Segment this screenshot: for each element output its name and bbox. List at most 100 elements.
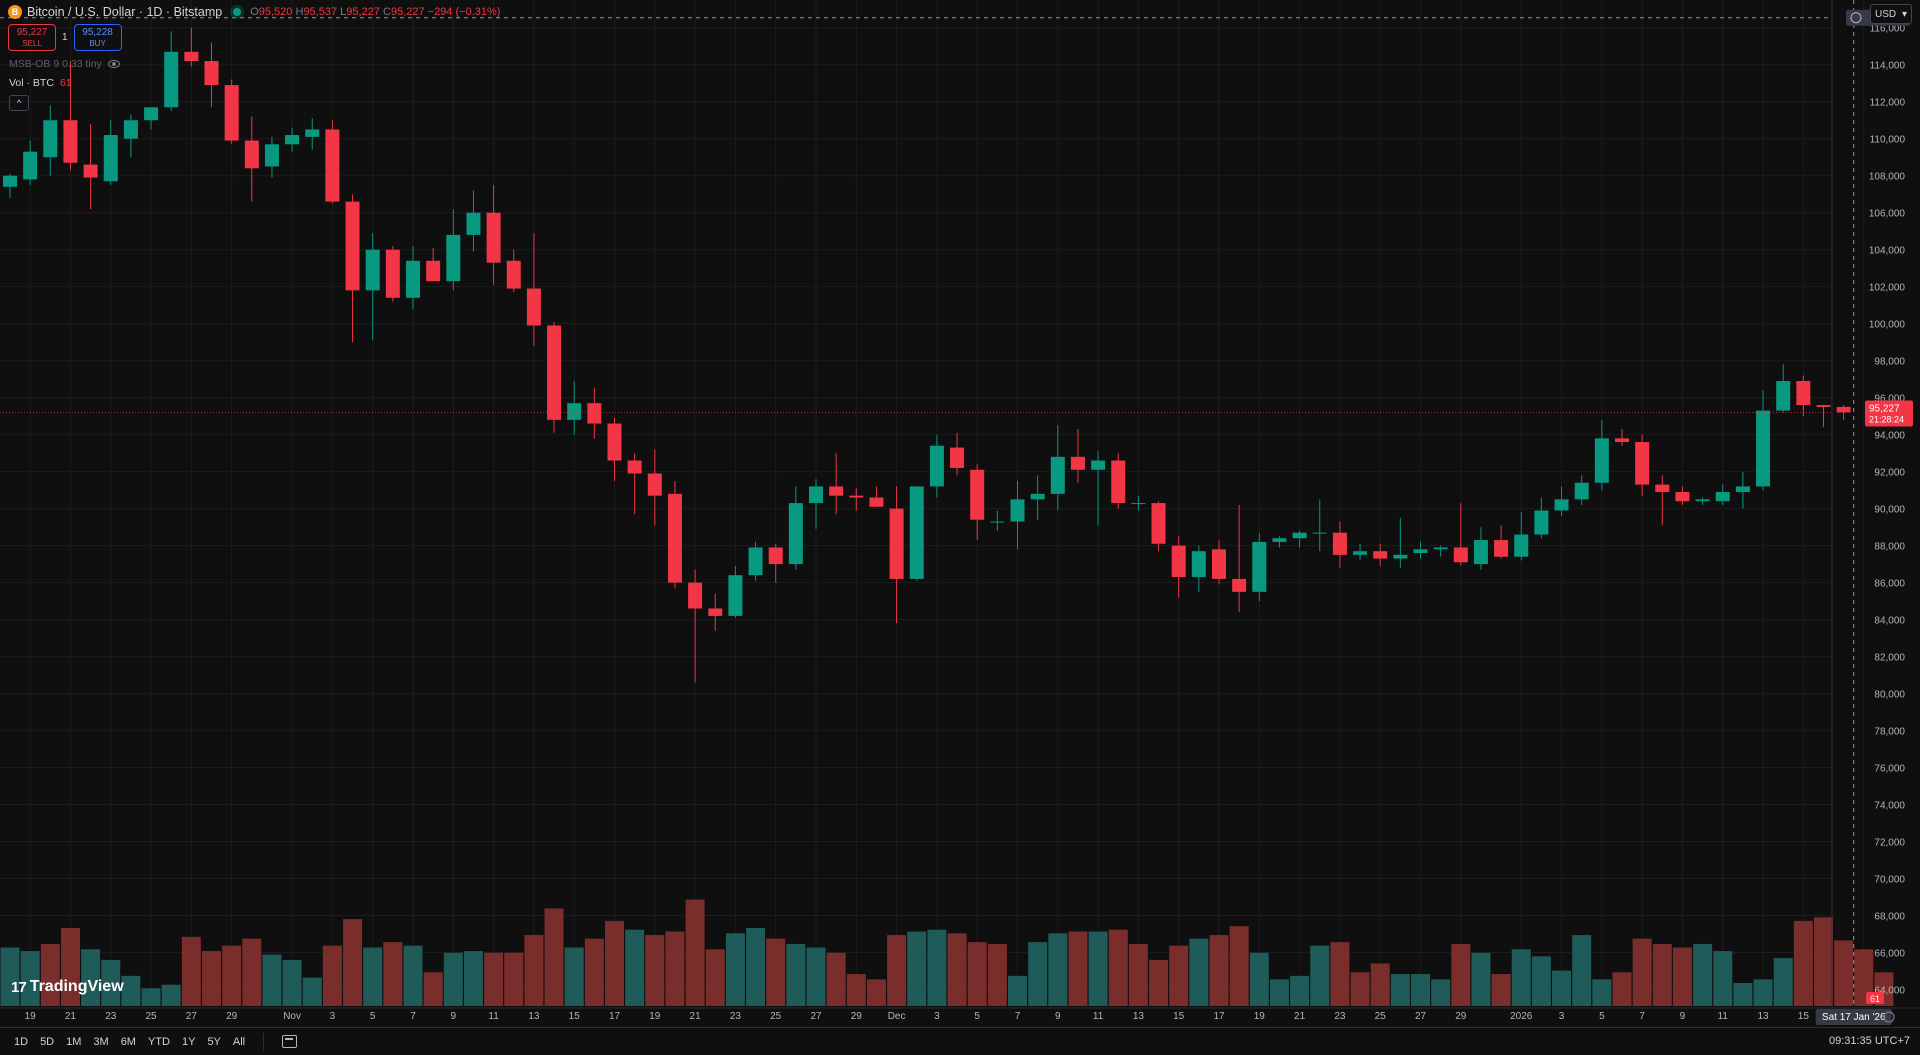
candle-body — [1473, 540, 1488, 565]
volume-bar — [1652, 943, 1672, 1006]
indicator-msb-ob[interactable]: MSB-OB 9 0.33 tiny — [9, 58, 120, 70]
candle-body — [1514, 534, 1529, 557]
price-tick-label: 114,000 — [1870, 61, 1906, 72]
price-tick-label: 92,000 — [1874, 468, 1905, 479]
time-tick-label: 25 — [770, 1011, 782, 1022]
open-value: 95,520 — [258, 6, 293, 18]
ohlc-values: O95,520 H95,537 L95,227 C95,227 −294 (−0… — [250, 6, 501, 18]
volume-bar — [343, 919, 363, 1006]
tradingview-logo[interactable]: 17 TradingView — [11, 978, 124, 996]
eye-hidden-icon[interactable] — [107, 60, 120, 68]
candle-body — [1574, 482, 1589, 500]
candle-body — [325, 129, 340, 202]
candle-body — [627, 460, 642, 474]
volume-label: Vol · BTC — [9, 77, 54, 89]
time-tick-label: 7 — [1015, 1011, 1021, 1022]
candle-body — [1212, 549, 1226, 579]
range-button-all[interactable]: All — [232, 1035, 246, 1048]
candle-body — [647, 473, 662, 496]
time-tick-label: 11 — [1093, 1011, 1104, 1022]
range-button-ytd[interactable]: YTD — [147, 1035, 170, 1048]
volume-bar — [907, 931, 927, 1006]
range-button-5d[interactable]: 5D — [40, 1035, 55, 1048]
volume-bar — [403, 945, 423, 1006]
candle-body — [667, 493, 682, 583]
volume-bar — [1431, 979, 1451, 1006]
candle-body — [264, 144, 279, 167]
candle-body — [990, 521, 1005, 523]
volume-bar — [1753, 979, 1773, 1006]
volume-bar — [443, 952, 463, 1006]
time-tick-label: 3 — [934, 1011, 940, 1022]
volume-bar — [1612, 972, 1632, 1006]
volume-bar — [705, 949, 725, 1006]
candle-body — [889, 508, 904, 579]
candle-body — [1232, 578, 1247, 592]
volume-bar — [1249, 952, 1269, 1006]
volume-bar — [0, 947, 20, 1006]
volume-bar — [544, 908, 564, 1006]
volume-bar — [1854, 949, 1874, 1006]
candle-body — [1836, 406, 1851, 413]
currency-label: USD — [1875, 8, 1897, 20]
volume-bar — [20, 951, 40, 1006]
time-tick-label: 25 — [145, 1011, 157, 1022]
currency-select[interactable]: USD ▾ — [1870, 4, 1912, 24]
candle-body — [1050, 456, 1065, 494]
symbol-title[interactable]: Bitcoin / U.S. Dollar · 1D · Bitstamp — [27, 5, 223, 19]
time-tick-label: 17 — [609, 1011, 621, 1022]
candle-body — [1030, 493, 1045, 500]
time-tick-label: 27 — [186, 1011, 198, 1022]
calendar-icon[interactable] — [282, 1035, 298, 1048]
candle-body — [829, 486, 844, 496]
volume-bar — [927, 929, 947, 1006]
price-tick-label: 76,000 — [1874, 764, 1905, 775]
range-button-6m[interactable]: 6M — [120, 1035, 136, 1048]
price-tick-label: 94,000 — [1874, 431, 1905, 442]
candle-body — [768, 547, 783, 565]
candle-body — [1695, 499, 1710, 502]
candle-body — [1675, 491, 1690, 502]
volume-bar — [1511, 949, 1531, 1006]
price-tick-label: 72,000 — [1874, 838, 1905, 849]
candle-body — [506, 260, 521, 289]
price-chart[interactable]: 64,000 66,000 68,000 70,000 72,000 74,000 76,0… — [0, 0, 1920, 1027]
volume-bar — [222, 945, 242, 1006]
candle-body — [305, 129, 320, 137]
volume-bar — [463, 951, 483, 1006]
range-button-5y[interactable]: 5Y — [207, 1035, 221, 1048]
time-tick-label: 7 — [1639, 1011, 1645, 1022]
price-tick-label: 100,000 — [1869, 320, 1906, 331]
range-button-1m[interactable]: 1M — [66, 1035, 82, 1048]
candle-body — [446, 234, 461, 282]
volume-bar — [1189, 938, 1209, 1006]
clock[interactable]: 09:31:35 UTC+7 — [1828, 1035, 1910, 1047]
range-button-1d[interactable]: 1D — [14, 1035, 29, 1048]
candle-body — [1554, 499, 1569, 511]
volume-bar — [1793, 920, 1813, 1006]
volume-bar — [1693, 943, 1713, 1006]
range-button-3m[interactable]: 3M — [93, 1035, 109, 1048]
sell-button[interactable]: 95,227 SELL — [8, 24, 56, 51]
volume-bar — [1290, 975, 1310, 1006]
volume-bar — [1572, 935, 1592, 1006]
candle-body — [587, 403, 602, 424]
candle-body — [1332, 532, 1347, 555]
candle-body — [1655, 484, 1670, 492]
candle-body — [3, 175, 17, 187]
axes[interactable]: 64,000 66,000 68,000 70,000 72,000 74,000 76,0… — [0, 0, 1920, 1025]
volume-bar — [1713, 951, 1733, 1006]
time-tick-label: 15 — [569, 1011, 581, 1022]
time-tick-label: Nov — [283, 1011, 301, 1022]
candle-body — [708, 608, 723, 616]
volume-bar — [866, 979, 886, 1006]
time-tick-label: 9 — [1680, 1011, 1686, 1022]
candle-body — [1111, 460, 1126, 504]
collapse-legend-button[interactable]: ^ — [9, 95, 29, 111]
range-button-1y[interactable]: 1Y — [181, 1035, 196, 1048]
indicator-volume[interactable]: Vol · BTC 61 — [9, 77, 72, 89]
volume-bar — [101, 959, 121, 1006]
spread-value: 1 — [62, 32, 68, 43]
buy-button[interactable]: 95,228 BUY — [73, 24, 122, 51]
volume-value: 61 — [59, 77, 72, 89]
